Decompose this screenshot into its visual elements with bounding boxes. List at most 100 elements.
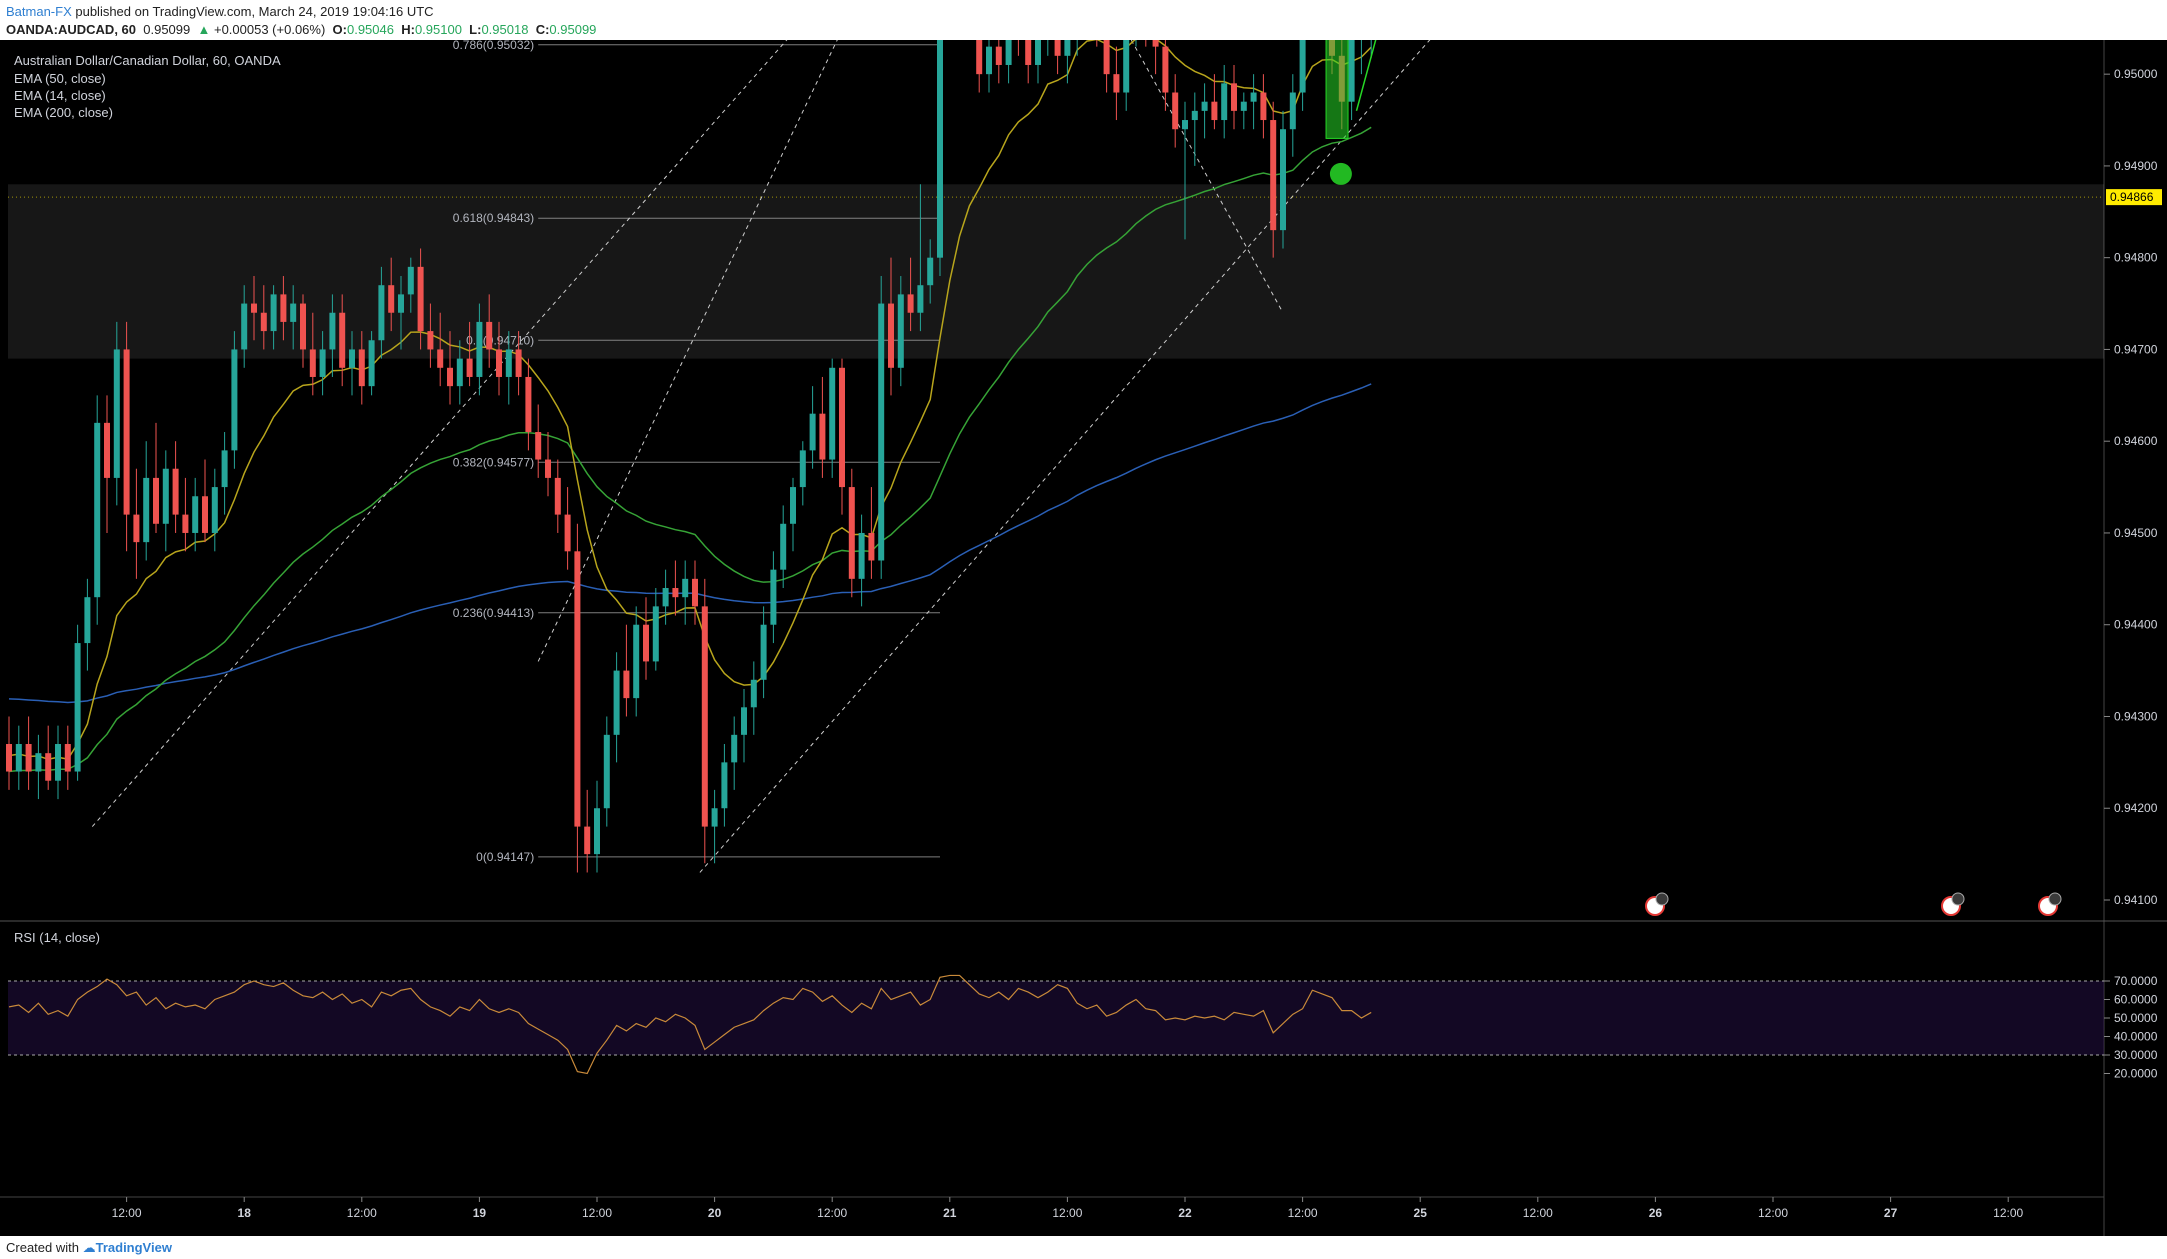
time-tick-label: 27 xyxy=(1884,1206,1898,1220)
candle xyxy=(623,624,630,717)
candle xyxy=(437,312,444,387)
candle xyxy=(554,459,561,533)
time-tick-label: 18 xyxy=(238,1206,252,1220)
close-label: C: xyxy=(535,22,550,37)
candle xyxy=(829,358,836,478)
candle-body xyxy=(819,413,826,460)
candle xyxy=(74,624,81,781)
price-tick-label: 0.94400 xyxy=(2114,618,2158,632)
time-tick-label: 12:00 xyxy=(1993,1206,2023,1220)
candle-body xyxy=(1191,110,1198,121)
candle-body xyxy=(290,303,297,322)
candle xyxy=(515,331,522,396)
trendline[interactable] xyxy=(537,40,940,662)
candle-body xyxy=(633,624,640,699)
tradingview-link[interactable]: TradingView xyxy=(95,1240,172,1255)
candle xyxy=(1123,40,1130,111)
candle-body xyxy=(525,376,532,433)
candle xyxy=(848,468,855,598)
time-tick-label: 12:00 xyxy=(1052,1206,1082,1220)
candle xyxy=(1289,74,1296,157)
candle-body xyxy=(260,312,267,332)
candle-body xyxy=(35,753,42,772)
candle xyxy=(809,386,816,469)
fib-level-label: 0.5(0.94710) xyxy=(466,333,534,347)
candle xyxy=(878,276,885,579)
author-link[interactable]: Batman-FX xyxy=(6,4,72,19)
candle-body xyxy=(1270,120,1277,231)
price-tick-label: 0.94900 xyxy=(2114,159,2158,173)
legend-ema-50: EMA (50, close) xyxy=(14,71,106,86)
candle-body xyxy=(545,459,551,478)
candle-body xyxy=(241,303,248,350)
candle xyxy=(15,725,22,790)
rsi-tick-label: 50.0000 xyxy=(2114,1011,2158,1025)
candle-body xyxy=(662,588,669,607)
candle xyxy=(1231,64,1237,130)
high-value: 0.95100 xyxy=(414,22,462,37)
rsi-tick-label: 20.0000 xyxy=(2114,1067,2158,1081)
candle-body xyxy=(692,578,698,607)
candle xyxy=(221,432,228,515)
price-label-text: 0.94866 xyxy=(2110,190,2154,204)
candle-body xyxy=(192,496,199,533)
candle xyxy=(6,716,12,790)
candle-body xyxy=(1260,92,1267,121)
trendline[interactable] xyxy=(91,40,1493,827)
close-value: 0.95099 xyxy=(549,22,597,37)
candle-body xyxy=(907,294,914,313)
candle xyxy=(143,441,150,561)
candle xyxy=(907,257,914,332)
candle-body xyxy=(1103,40,1110,75)
candle xyxy=(986,40,992,93)
candle xyxy=(64,725,71,790)
candle xyxy=(799,441,806,506)
footer: Created with ☁TradingView xyxy=(0,1236,2167,1259)
candle xyxy=(1191,92,1198,166)
candle-body xyxy=(1240,101,1247,111)
candle-body xyxy=(486,321,493,350)
candle xyxy=(819,376,826,478)
last-price: 0.95099 xyxy=(143,22,191,37)
candle xyxy=(241,285,248,368)
candle xyxy=(564,487,571,570)
fib-level-label: 0(0.94147) xyxy=(476,850,534,864)
candle xyxy=(584,789,591,873)
candle-body xyxy=(202,496,208,533)
candle-body xyxy=(829,367,836,460)
candle-body xyxy=(731,734,738,763)
low-value: 0.95018 xyxy=(481,22,529,37)
candle xyxy=(1162,40,1169,111)
candle-body xyxy=(878,303,885,561)
candle xyxy=(868,487,875,579)
candle-body xyxy=(1025,40,1032,65)
candle-body xyxy=(104,422,110,478)
candle-body xyxy=(1123,40,1130,93)
rsi-line xyxy=(8,974,1372,1075)
candle xyxy=(760,606,767,699)
time-tick-label: 12:00 xyxy=(1758,1206,1788,1220)
candle-body xyxy=(515,349,522,377)
time-axis[interactable]: 12:00 18 12:00 19 12:00 20 12:00 21 12:00 22 12:00… xyxy=(112,1197,2024,1220)
publish-line: Batman-FX published on TradingView.com, … xyxy=(6,4,434,19)
candle xyxy=(701,578,708,864)
candle-body xyxy=(995,46,1002,65)
rsi-pane[interactable]: 70.0000 60.0000 50.0000 40.0000 30.0000 20.00… xyxy=(8,974,2158,1081)
candle-body xyxy=(790,487,796,524)
candle xyxy=(368,331,375,396)
candle xyxy=(525,358,532,451)
candle xyxy=(407,257,414,313)
candle xyxy=(633,606,640,717)
candle xyxy=(1005,40,1012,84)
candle xyxy=(888,257,894,396)
rsi-band-fill xyxy=(8,981,2104,1055)
open-label: O: xyxy=(332,22,347,37)
signal-box xyxy=(1325,40,1349,139)
candle-body xyxy=(280,294,287,322)
candle-body xyxy=(45,753,52,781)
price-pane[interactable]: 0.959000.958000.957000.956000.955000.954… xyxy=(0,40,2167,1236)
chart-canvas[interactable]: 0.959000.958000.957000.956000.955000.954… xyxy=(0,40,2167,1236)
candle-body xyxy=(172,468,179,515)
candle-body xyxy=(1054,40,1061,56)
candle-body xyxy=(251,303,257,313)
